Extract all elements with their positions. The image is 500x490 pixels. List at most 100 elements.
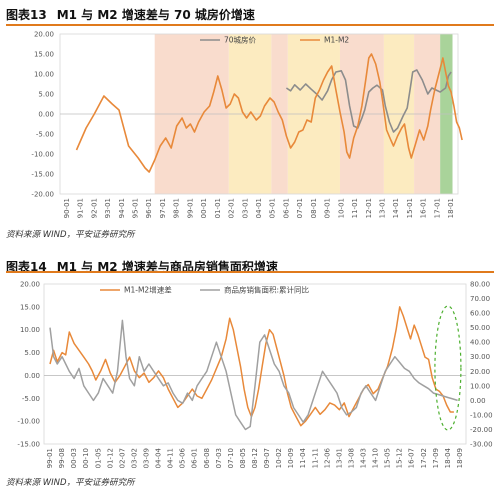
legend-label-1: M1-M2增速差: [124, 285, 172, 295]
x-tick-label-22: 11-01: [351, 198, 359, 218]
x-tick-label-12: 01-01: [214, 198, 222, 218]
series-line-1: [285, 69, 452, 133]
y-tick-label-6: -5.00: [36, 131, 54, 139]
x-tick-label-3: 00-03: [70, 448, 78, 468]
chart-title-1: 图表13 M1 与 M2 增速差与 70 城房价增速: [6, 6, 255, 23]
x-tick-label-35: 18-09: [456, 448, 464, 468]
line-chart-1: 20.00 15.00 10.00 5.00 0.00 -5.00 -10.00 -15.00…: [31, 31, 463, 218]
y-tick-label-7: -10.00: [31, 151, 54, 159]
x-tick-label-17: 08-05: [239, 448, 247, 468]
x-tick-label-21: 10-09: [287, 448, 295, 468]
x-tick-label-21: 10-01: [337, 198, 345, 218]
title-underline-1: [6, 24, 494, 26]
y-left-tick-label-5: 0.00: [24, 372, 40, 380]
y-left-tick-label-7: -10.00: [17, 418, 40, 426]
y-right-tick-label-4: 50.00: [470, 324, 490, 332]
highlight-ellipse: [434, 305, 462, 431]
y-right-tick-label-11: -20.00: [470, 426, 493, 434]
chart-title-text-1: M1 与 M2 增速差与 70 城房价增速: [56, 8, 255, 22]
x-tick-label-20: 10-02: [275, 448, 283, 468]
x-tick-label-9: 98-01: [173, 198, 181, 218]
y-right-tick-label-9: 0.00: [470, 397, 486, 405]
x-tick-label-28: 14-10: [372, 448, 380, 468]
x-tick-label-2: 91-01: [77, 198, 85, 218]
series-line-1: [49, 306, 454, 427]
y-right-tick-label-7: 20.00: [470, 368, 490, 376]
x-tick-label-25: 13-01: [335, 448, 343, 468]
y-left-tick-label-6: -5.00: [22, 395, 40, 403]
x-tick-label-26: 13-08: [347, 448, 355, 468]
series-line-2: [49, 319, 458, 431]
x-tick-label-7: 96-01: [145, 198, 153, 218]
x-tick-label-23: 11-11: [311, 448, 319, 468]
y-right-tick-label-6: 30.00: [470, 353, 490, 361]
x-tick-label-5: 94-01: [118, 198, 126, 218]
chart-number-1: 图表13: [6, 8, 47, 22]
y-left-tick-label-1: 20.00: [20, 281, 40, 289]
x-tick-label-24: 13-01: [379, 198, 387, 218]
x-tick-label-16: 07-10: [227, 448, 235, 468]
chart-panel-2: 图表14 M1 与 M2 增速差与商品房销售面积增速 20.00 15.00 10.0…: [0, 252, 500, 490]
y-tick-label-5: 0.00: [38, 111, 54, 119]
x-tick-label-1: 90-01: [63, 198, 71, 218]
x-tick-label-11: 00-01: [200, 198, 208, 218]
x-tick-label-3: 92-01: [90, 198, 98, 218]
x-tick-label-13: 02-01: [228, 198, 236, 218]
legend-label-1: 70城房价: [224, 35, 257, 45]
x-tick-label-26: 15-01: [406, 198, 414, 218]
x-tick-label-15: 07-03: [215, 448, 223, 468]
x-tick-label-29: 15-05: [384, 448, 392, 468]
x-tick-label-14: 03-01: [241, 198, 249, 218]
plot-frame: [43, 283, 467, 445]
x-tick-label-22: 11-04: [299, 447, 307, 468]
source-note-1: 资料来源 WIND，平安证券研究所: [6, 230, 135, 240]
x-tick-label-27: 14-03: [360, 448, 368, 468]
x-tick-label-9: 03-09: [142, 448, 150, 468]
chart-title-text-2: M1 与 M2 增速差与商品房销售面积增速: [56, 260, 278, 274]
x-tick-label-15: 04-01: [255, 198, 263, 218]
chart-number-2: 图表14: [6, 260, 47, 274]
x-tick-label-5: 01-05: [94, 448, 102, 468]
x-tick-label-8: 03-02: [130, 448, 138, 468]
x-tick-label-14: 06-08: [203, 448, 211, 468]
line-chart-2: 20.00 15.00 10.00 5.00 0.00 -5.00 -10.00 -15.00…: [17, 281, 493, 469]
legend-label-2: 商品房销售面积:累计同比: [224, 285, 310, 295]
x-tick-label-25: 14-01: [392, 198, 400, 218]
x-tick-label-20: 09-01: [324, 198, 332, 218]
y-tick-label-9: -20.00: [31, 191, 54, 199]
y-right-tick-label-2: 70.00: [470, 295, 490, 303]
x-tick-label-24: 12-06: [323, 447, 331, 468]
x-tick-label-32: 17-02: [420, 448, 428, 468]
x-tick-label-2: 99-08: [58, 448, 66, 468]
y-left-tick-label-3: 10.00: [20, 326, 40, 334]
x-tick-label-31: 16-07: [408, 448, 416, 468]
x-tick-label-23: 12-01: [365, 198, 373, 218]
x-tick-label-28: 17-01: [433, 198, 441, 218]
x-tick-label-19: 09-07: [263, 448, 271, 468]
y-left-tick-label-8: -15.00: [17, 441, 40, 449]
x-tick-label-11: 04-11: [167, 448, 175, 468]
x-tick-label-12: 05-06: [179, 447, 187, 468]
x-tick-label-29: 18-01: [447, 198, 455, 218]
x-tick-label-17: 06-01: [282, 198, 290, 218]
x-tick-label-33: 17-09: [432, 448, 440, 468]
source-note-2: 资料来源 WIND，平安证券研究所: [6, 478, 135, 488]
chart-panel-1: 图表13 M1 与 M2 增速差与 70 城房价增速 20.00 15.00 10.0…: [6, 6, 494, 240]
y-tick-label-8: -15.00: [31, 171, 54, 179]
y-right-tick-label-10: -10.00: [470, 411, 493, 419]
x-tick-label-10: 99-01: [186, 198, 194, 218]
x-tick-label-16: 05-01: [269, 198, 277, 218]
x-tick-label-18: 08-12: [251, 448, 259, 468]
legend-label-2: M1-M2: [324, 36, 349, 45]
x-tick-label-8: 97-01: [159, 198, 167, 218]
y-right-tick-label-3: 60.00: [470, 310, 490, 318]
x-tick-label-4: 93-01: [104, 198, 112, 218]
x-tick-label-7: 02-07: [118, 448, 126, 468]
x-tick-label-13: 06-01: [191, 448, 199, 468]
x-tick-label-19: 08-01: [310, 198, 318, 218]
y-right-tick-label-8: 10.00: [470, 382, 490, 390]
y-right-tick-label-5: 40.00: [470, 339, 490, 347]
y-tick-label-4: 5.00: [38, 91, 54, 99]
x-tick-label-6: 95-01: [131, 198, 139, 218]
y-left-tick-label-2: 15.00: [20, 303, 40, 311]
